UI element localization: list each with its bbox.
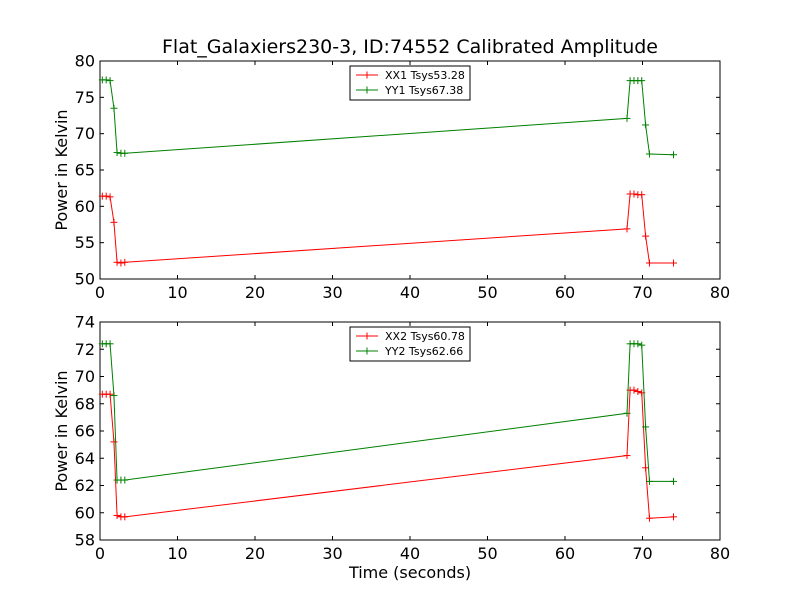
- data-point: [110, 218, 118, 226]
- legend-label: XX1 Tsys53.28: [385, 69, 465, 82]
- data-point: [106, 193, 114, 201]
- data-point: [110, 392, 118, 400]
- data-point: [645, 477, 653, 485]
- data-point: [110, 104, 118, 112]
- data-point: [638, 191, 646, 199]
- legend-entry: YY2 Tsys62.66: [356, 345, 463, 358]
- data-point: [113, 149, 121, 157]
- y-tick-label: 70: [75, 124, 95, 143]
- data-point: [630, 190, 638, 198]
- x-tick-label: 40: [400, 283, 420, 302]
- x-tick-label: 80: [710, 283, 730, 302]
- y-axis-label: Power in Kelvin: [52, 370, 71, 491]
- y-tick-label: 50: [75, 270, 95, 289]
- x-tick-label: 60: [555, 283, 575, 302]
- y-tick-label: 64: [75, 449, 95, 468]
- series-line: [102, 389, 674, 519]
- x-tick-label: 70: [632, 544, 652, 563]
- x-tick-label: 80: [710, 544, 730, 563]
- y-tick-label: 70: [75, 367, 95, 386]
- y-tick-label: 65: [75, 161, 95, 180]
- data-point: [623, 225, 631, 233]
- data-point: [113, 511, 121, 519]
- data-point: [113, 258, 121, 266]
- data-point: [670, 513, 677, 521]
- y-tick-label: 72: [75, 340, 95, 359]
- x-tick-label: 10: [167, 544, 187, 563]
- data-point: [106, 340, 114, 348]
- x-tick-label: 30: [322, 283, 342, 302]
- legend: XX2 Tsys60.78 YY2 Tsys62.66: [349, 326, 471, 362]
- x-tick-label: 60: [555, 544, 575, 563]
- series-line: [102, 193, 674, 264]
- y-tick-label: 80: [75, 52, 95, 71]
- x-tick-label: 10: [167, 283, 187, 302]
- data-point: [121, 258, 129, 266]
- data-point: [121, 149, 129, 157]
- data-point: [121, 513, 129, 521]
- x-tick-label: 40: [400, 544, 420, 563]
- data-point: [645, 150, 653, 158]
- data-point: [645, 514, 653, 522]
- legend-entry: YY1 Tsys67.38: [356, 84, 463, 97]
- data-point: [634, 340, 642, 348]
- data-point: [117, 259, 125, 267]
- legend-entry: XX1 Tsys53.28: [356, 69, 465, 82]
- y-tick-label: 60: [75, 197, 95, 216]
- y-axis-label: Power in Kelvin: [52, 109, 71, 230]
- data-point: [102, 76, 110, 84]
- data-point: [642, 423, 650, 431]
- data-point: [623, 114, 631, 122]
- legend: XX1 Tsys53.28 YY1 Tsys67.38: [349, 65, 471, 101]
- y-tick-label: 58: [75, 531, 95, 550]
- x-tick-label: 0: [95, 283, 105, 302]
- data-point: [121, 476, 129, 484]
- y-tick-label: 62: [75, 476, 95, 495]
- legend-entry: XX2 Tsys60.78: [356, 330, 465, 343]
- data-point: [638, 77, 646, 85]
- x-tick-label: 50: [477, 283, 497, 302]
- data-point: [634, 387, 642, 395]
- legend-box: [349, 326, 471, 362]
- data-point: [102, 192, 110, 200]
- x-tick-label: 50: [477, 544, 497, 563]
- bottom-plot-panel: 0 10 20 30 40 50 60 70 80 58 60 62 64 66 68 70 72 74 Power…: [52, 313, 730, 564]
- legend-label: XX2 Tsys60.78: [385, 330, 465, 343]
- chart-title: Flat_Galaxiers230-3, ID:74552 Calibrated…: [162, 36, 658, 58]
- data-point: [670, 477, 677, 485]
- y-tick-label: 66: [75, 422, 95, 441]
- bottom-x-axis-label: Time (seconds): [348, 563, 471, 582]
- top-plot-panel: 0 10 20 30 40 50 60 70 80 50 55 60 65 70 75 80 Power in …: [52, 52, 730, 303]
- data-point: [642, 464, 650, 472]
- x-tick-label: 30: [322, 544, 342, 563]
- data-point: [670, 151, 677, 159]
- y-tick-label: 68: [75, 394, 95, 413]
- y-tick-label: 55: [75, 233, 95, 252]
- data-point: [630, 386, 638, 394]
- y-tick-label: 74: [75, 313, 95, 332]
- data-point: [642, 232, 650, 240]
- x-tick-label: 0: [95, 544, 105, 563]
- data-point: [642, 121, 650, 129]
- data-point: [110, 438, 118, 446]
- x-tick-label: 20: [245, 283, 265, 302]
- legend-label: YY1 Tsys67.38: [384, 84, 463, 97]
- x-tick-label: 20: [245, 544, 265, 563]
- data-point: [638, 341, 646, 349]
- data-point: [670, 259, 677, 267]
- data-point: [106, 390, 114, 398]
- legend-box: [349, 65, 471, 101]
- y-tick-label: 75: [75, 88, 95, 107]
- data-point: [623, 409, 631, 417]
- y-tick-label: 60: [75, 503, 95, 522]
- legend-label: YY2 Tsys62.66: [384, 345, 463, 358]
- data-point: [623, 452, 631, 460]
- x-tick-label: 70: [632, 283, 652, 302]
- data-point: [645, 259, 653, 267]
- data-point: [106, 77, 114, 85]
